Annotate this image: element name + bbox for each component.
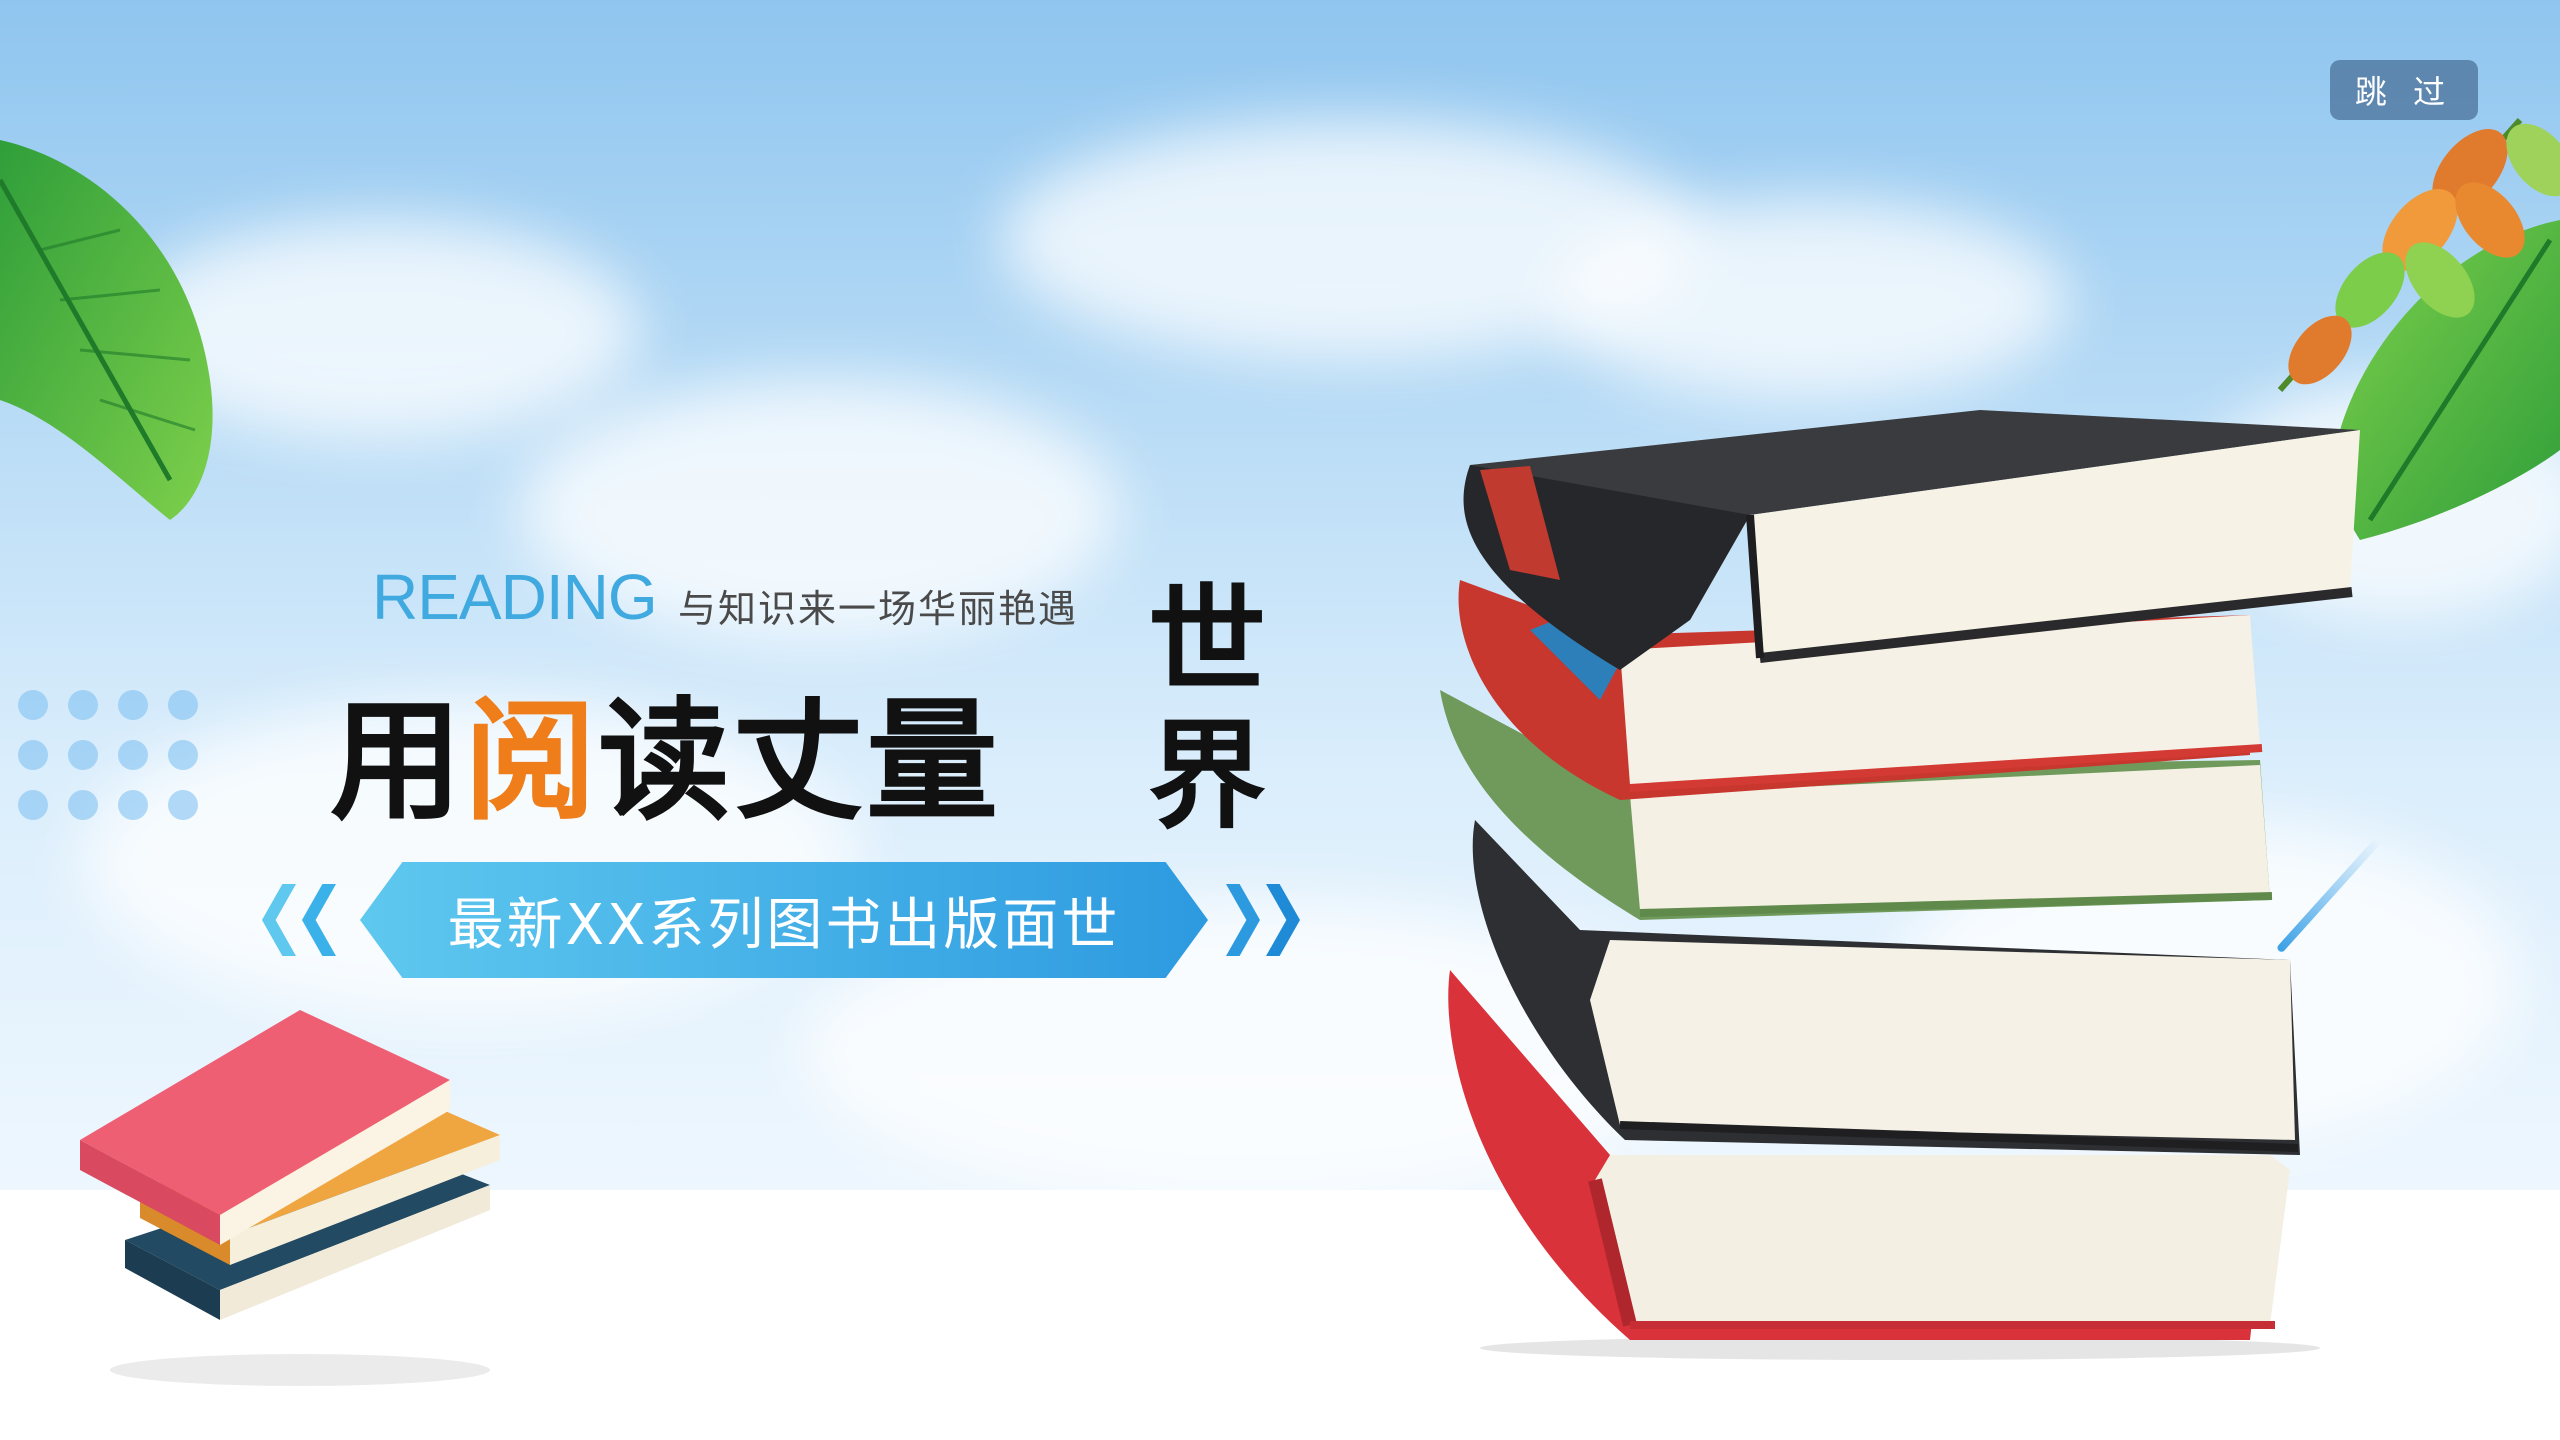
headline: 用阅读丈量: [330, 655, 1000, 846]
headline-part-2: 读丈量: [598, 684, 1000, 839]
tagline: 与知识来一场华丽艳遇: [678, 587, 1079, 631]
headline-banner: 最新XX系列图书出版面世: [360, 862, 1208, 978]
headline-side-char-bottom: 界: [1148, 706, 1267, 845]
headline-side-char-top: 世: [1148, 571, 1267, 710]
reading-word: READING: [372, 561, 658, 633]
headline-accent-char: 阅: [464, 684, 598, 839]
banner-text: 最新XX系列图书出版面世: [447, 892, 1121, 958]
leaf-left-decoration: [0, 140, 213, 520]
headline-part-1: 用: [330, 684, 464, 839]
leaf-right-decoration: [2277, 118, 2560, 540]
small-book-stack-illustration: [80, 1010, 500, 1386]
book-stack-illustration: [1440, 410, 2360, 1360]
dot-grid-decoration: [18, 690, 198, 820]
skip-button[interactable]: 跳 过: [2330, 60, 2478, 120]
